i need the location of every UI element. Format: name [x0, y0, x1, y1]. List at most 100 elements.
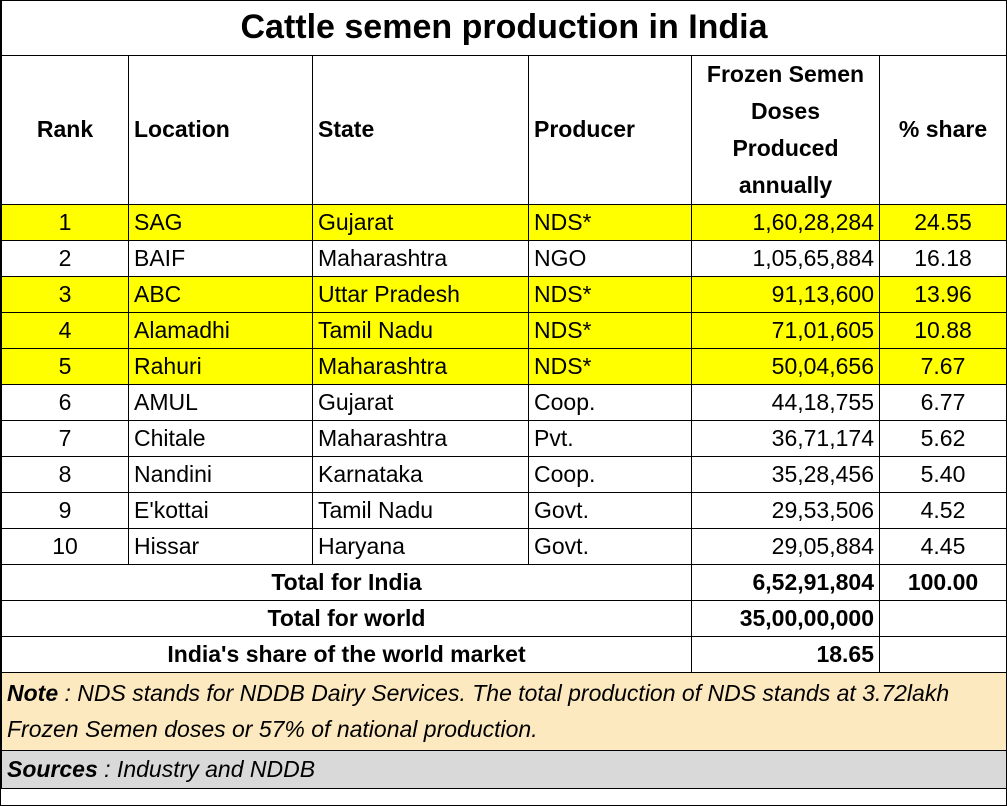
cell-producer[interactable]: Govt.	[528, 491, 692, 529]
cell-state[interactable]: Gujarat	[312, 203, 529, 241]
market-share-label[interactable]: India's share of the world market	[1, 635, 692, 673]
cell-location[interactable]: Nandini	[128, 455, 313, 493]
cell-doses[interactable]: 71,01,605	[691, 311, 880, 349]
cell-location[interactable]: Hissar	[128, 527, 313, 565]
table-row: 2 BAIF Maharashtra NGO 1,05,65,884 16.18	[1, 239, 1007, 277]
header-location[interactable]: Location	[128, 54, 313, 205]
header-state[interactable]: State	[312, 54, 529, 205]
cell-state[interactable]: Tamil Nadu	[312, 491, 529, 529]
cell-producer[interactable]: Govt.	[528, 527, 692, 565]
market-share-row: India's share of the world market 18.65	[1, 635, 1007, 673]
cell-location[interactable]: AMUL	[128, 383, 313, 421]
cell-location[interactable]: Alamadhi	[128, 311, 313, 349]
market-share-value[interactable]: 18.65	[691, 635, 880, 673]
cell-doses[interactable]: 44,18,755	[691, 383, 880, 421]
total-india-doses[interactable]: 6,52,91,804	[691, 563, 880, 601]
cell-rank[interactable]: 9	[1, 491, 129, 529]
cell-share[interactable]: 16.18	[878, 239, 1007, 277]
cell-location[interactable]: E'kottai	[128, 491, 313, 529]
cell-rank[interactable]: 4	[1, 311, 129, 349]
total-world-doses[interactable]: 35,00,00,000	[691, 599, 880, 637]
cell-share[interactable]: 5.40	[878, 455, 1007, 493]
header-doses[interactable]: Frozen Semen Doses Produced annually	[691, 54, 880, 205]
cell-producer[interactable]: NDS*	[528, 347, 692, 385]
header-share[interactable]: % share	[878, 54, 1007, 205]
cell-share[interactable]: 7.67	[878, 347, 1007, 385]
cell-producer[interactable]: NDS*	[528, 203, 692, 241]
note-text: : NDS stands for NDDB Dairy Services. Th…	[7, 680, 950, 742]
cell-location[interactable]: BAIF	[128, 239, 313, 277]
cell-location[interactable]: Rahuri	[128, 347, 313, 385]
cell-share[interactable]: 24.55	[878, 203, 1007, 241]
cell-rank[interactable]: 2	[1, 239, 129, 277]
cell-share[interactable]: 4.52	[878, 491, 1007, 529]
cell-producer[interactable]: Coop.	[528, 455, 692, 493]
cell-doses[interactable]: 29,53,506	[691, 491, 880, 529]
cell-state[interactable]: Haryana	[312, 527, 529, 565]
cell-share[interactable]: 5.62	[878, 419, 1007, 457]
total-india-label[interactable]: Total for India	[1, 563, 692, 601]
cell-doses[interactable]: 1,05,65,884	[691, 239, 880, 277]
table-row: 1 SAG Gujarat NDS* 1,60,28,284 24.55	[1, 203, 1007, 241]
header-producer[interactable]: Producer	[528, 54, 692, 205]
cell-doses[interactable]: 91,13,600	[691, 275, 880, 313]
cell-rank[interactable]: 1	[1, 203, 129, 241]
cell-state[interactable]: Karnataka	[312, 455, 529, 493]
note-label: Note	[7, 680, 59, 706]
sources-text: : Industry and NDDB	[97, 755, 316, 782]
cell-state[interactable]: Maharashtra	[312, 347, 529, 385]
cell-state[interactable]: Tamil Nadu	[312, 311, 529, 349]
cell-producer[interactable]: NGO	[528, 239, 692, 277]
cell-rank[interactable]: 6	[1, 383, 129, 421]
sources-cell[interactable]: Sources : Industry and NDDB	[0, 749, 1007, 789]
table-row: 5 Rahuri Maharashtra NDS* 50,04,656 7.67	[1, 347, 1007, 385]
header-rank[interactable]: Rank	[1, 54, 129, 205]
total-india-row: Total for India 6,52,91,804 100.00	[1, 563, 1007, 601]
table-row: 9 E'kottai Tamil Nadu Govt. 29,53,506 4.52	[1, 491, 1007, 529]
table-row: 7 Chitale Maharashtra Pvt. 36,71,174 5.62	[1, 419, 1007, 457]
cell-rank[interactable]: 8	[1, 455, 129, 493]
cell-state[interactable]: Maharashtra	[312, 419, 529, 457]
cell-doses[interactable]: 29,05,884	[691, 527, 880, 565]
table-title: Cattle semen production in India	[0, 1, 1007, 56]
cell-share[interactable]: 6.77	[878, 383, 1007, 421]
table-row: 4 Alamadhi Tamil Nadu NDS* 71,01,605 10.88	[1, 311, 1007, 349]
cell-doses[interactable]: 50,04,656	[691, 347, 880, 385]
cell-state[interactable]: Maharashtra	[312, 239, 529, 277]
note-cell[interactable]: Note : NDS stands for NDDB Dairy Service…	[0, 671, 1007, 751]
cell-location[interactable]: ABC	[128, 275, 313, 313]
cell-state[interactable]: Uttar Pradesh	[312, 275, 529, 313]
market-share-empty[interactable]	[878, 635, 1007, 673]
cell-rank[interactable]: 3	[1, 275, 129, 313]
total-world-row: Total for world 35,00,00,000	[1, 599, 1007, 637]
total-india-share[interactable]: 100.00	[878, 563, 1007, 601]
header-row: Rank Location State Producer Frozen Seme…	[1, 54, 1007, 205]
cell-producer[interactable]: Coop.	[528, 383, 692, 421]
cell-producer[interactable]: Pvt.	[528, 419, 692, 457]
total-world-share-empty[interactable]	[878, 599, 1007, 637]
cell-rank[interactable]: 7	[1, 419, 129, 457]
cell-producer[interactable]: NDS*	[528, 311, 692, 349]
cell-doses[interactable]: 1,60,28,284	[691, 203, 880, 241]
cell-rank[interactable]: 10	[1, 527, 129, 565]
cell-producer[interactable]: NDS*	[528, 275, 692, 313]
cell-share[interactable]: 4.45	[878, 527, 1007, 565]
sources-label: Sources	[7, 755, 98, 782]
table-row: 8 Nandini Karnataka Coop. 35,28,456 5.40	[1, 455, 1007, 493]
cell-share[interactable]: 13.96	[878, 275, 1007, 313]
table-row: 10 Hissar Haryana Govt. 29,05,884 4.45	[1, 527, 1007, 565]
sources-row: Sources : Industry and NDDB	[0, 749, 1007, 789]
cell-location[interactable]: SAG	[128, 203, 313, 241]
cell-state[interactable]: Gujarat	[312, 383, 529, 421]
cell-doses[interactable]: 36,71,174	[691, 419, 880, 457]
total-world-label[interactable]: Total for world	[1, 599, 692, 637]
cell-rank[interactable]: 5	[1, 347, 129, 385]
note-row: Note : NDS stands for NDDB Dairy Service…	[0, 671, 1007, 751]
cell-location[interactable]: Chitale	[128, 419, 313, 457]
table-row: 6 AMUL Gujarat Coop. 44,18,755 6.77	[1, 383, 1007, 421]
table-row: 3 ABC Uttar Pradesh NDS* 91,13,600 13.96	[1, 275, 1007, 313]
cell-share[interactable]: 10.88	[878, 311, 1007, 349]
cell-doses[interactable]: 35,28,456	[691, 455, 880, 493]
production-table: Cattle semen production in India Rank Lo…	[0, 1, 1007, 789]
